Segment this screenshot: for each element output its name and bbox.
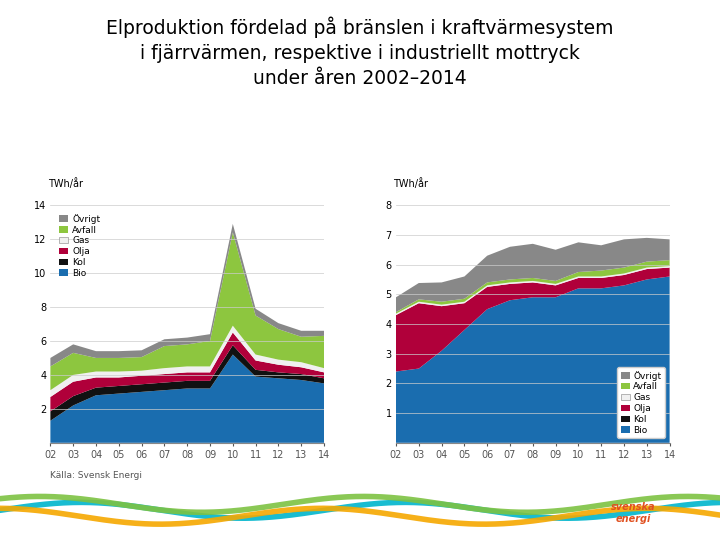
Text: Elproduktion fördelad på bränslen i kraftvärmesystem
i fjärrvärmen, respektive i: Elproduktion fördelad på bränslen i kraf… [107, 16, 613, 87]
Legend: Övrigt, Avfall, Gas, Olja, Kol, Bio: Övrigt, Avfall, Gas, Olja, Kol, Bio [58, 212, 102, 280]
Text: TWh/år: TWh/år [48, 178, 83, 188]
Text: Källa: Svensk Energi: Källa: Svensk Energi [50, 471, 143, 480]
Text: TWh/år: TWh/år [393, 178, 428, 188]
Legend: Övrigt, Avfall, Gas, Olja, Kol, Bio: Övrigt, Avfall, Gas, Olja, Kol, Bio [617, 367, 665, 438]
Text: svenska
energi: svenska energi [611, 502, 656, 524]
